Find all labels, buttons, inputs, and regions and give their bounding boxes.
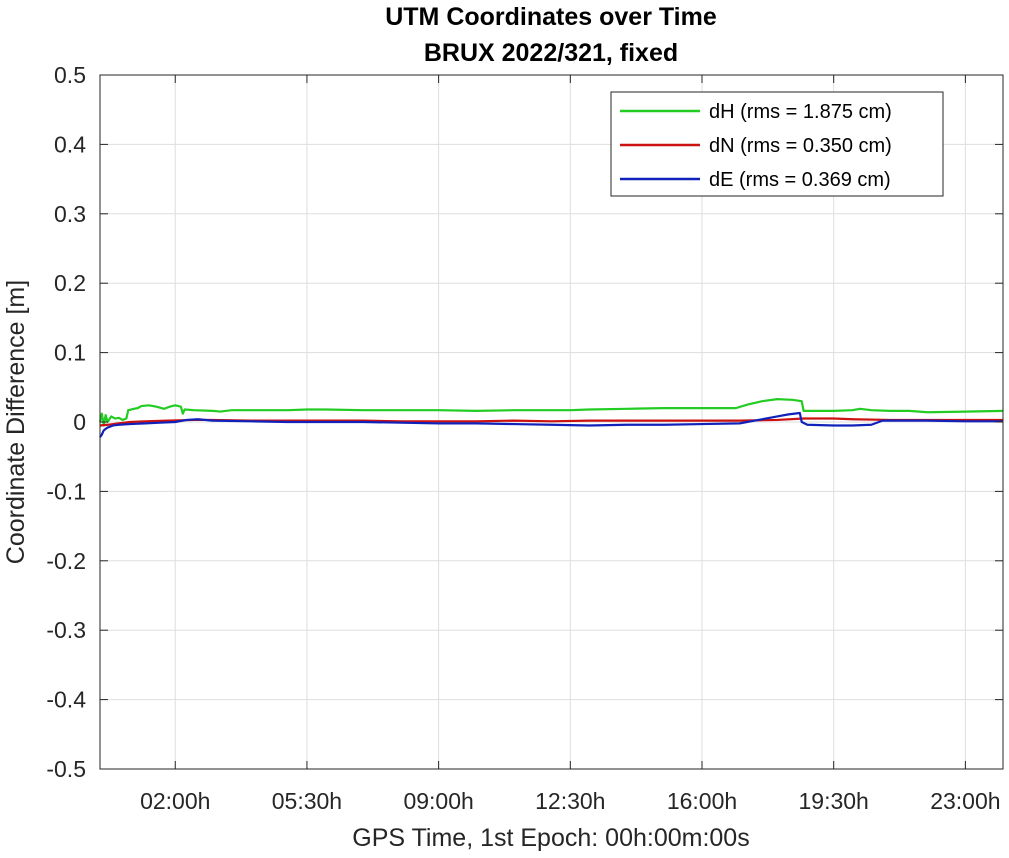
x-tick-label: 23:00h [930, 788, 1000, 814]
legend-label-dN: dN (rms = 0.350 cm) [709, 135, 892, 157]
y-tick-label: 0 [73, 409, 86, 435]
tick-layer: -0.5 -0.4 -0.3 -0.2 -0.1 0 0.1 0.2 0.3 0.4 0.5 02:0… [46, 62, 1003, 814]
y-tick-label: 0.4 [54, 131, 86, 157]
x-axis-label: GPS Time, 1st Epoch: 00h:00m:00s [352, 824, 749, 852]
y-tick-label: 0.2 [54, 270, 86, 296]
y-tick-label: -0.5 [46, 756, 86, 782]
series-line-dH [98, 398, 1004, 427]
legend: dH (rms = 1.875 cm) dN (rms = 0.350 cm) … [610, 91, 944, 197]
x-tick-label: 19:30h [799, 788, 869, 814]
chart-subtitle: BRUX 2022/321, fixed [424, 39, 678, 67]
x-tick-label: 09:00h [403, 788, 473, 814]
x-tick-label: 05:30h [272, 788, 342, 814]
legend-label-dH: dH (rms = 1.875 cm) [709, 101, 892, 123]
x-tick-label: 12:30h [535, 788, 605, 814]
y-tick-label: -0.4 [46, 687, 86, 713]
y-tick-label: 0.3 [54, 201, 86, 227]
legend-label-dE: dE (rms = 0.369 cm) [709, 169, 891, 191]
y-tick-label: 0.1 [54, 340, 86, 366]
series-line-dN [99, 417, 1003, 427]
series-layer [98, 398, 1004, 438]
y-axis-label: Coordinate Difference [m] [2, 280, 30, 564]
series-line-dE [99, 411, 1003, 438]
y-tick-label: -0.1 [46, 478, 86, 504]
chart-title: UTM Coordinates over Time [385, 3, 717, 31]
x-tick-label: 16:00h [667, 788, 737, 814]
y-tick-label: -0.2 [46, 548, 86, 574]
y-tick-label: 0.5 [54, 62, 86, 88]
y-tick-label: -0.3 [46, 617, 86, 643]
x-tick-label: 02:00h [140, 788, 210, 814]
